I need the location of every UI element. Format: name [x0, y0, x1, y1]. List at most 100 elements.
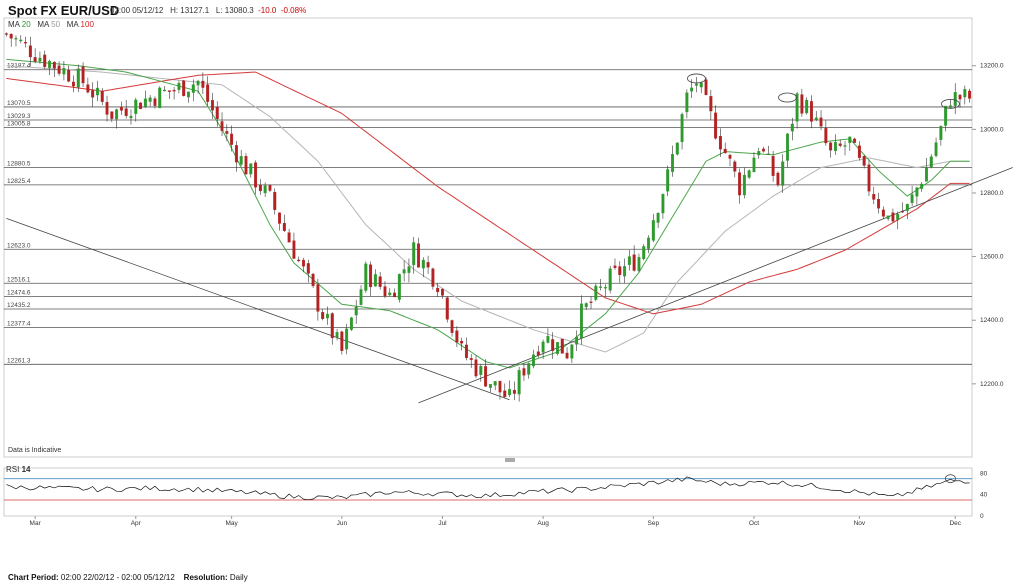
candle-body — [282, 222, 286, 231]
ma20-period: 20 — [21, 20, 31, 29]
candle-body — [383, 286, 387, 297]
candle — [335, 329, 339, 341]
price-tick-label: 12800.0 — [980, 190, 1004, 197]
candle-body — [220, 121, 224, 131]
candle — [838, 139, 842, 148]
candle — [67, 65, 71, 83]
candle-body — [752, 157, 756, 173]
resolution-label: Resolution: — [183, 573, 228, 582]
candle — [939, 125, 943, 146]
ma-legend: MA 20 MA 50 MA 100 — [8, 20, 94, 29]
candle — [167, 90, 171, 99]
candle — [560, 338, 564, 354]
price-tick-label: 12600.0 — [980, 254, 1004, 261]
candle — [565, 347, 569, 360]
candle-body — [925, 167, 928, 182]
candle-body — [230, 133, 234, 145]
candle — [853, 137, 857, 143]
candle-body — [167, 90, 171, 92]
highlight-circle — [941, 98, 960, 109]
candle — [790, 117, 794, 141]
candle — [819, 110, 823, 131]
candle-body — [565, 352, 569, 359]
candle-body — [445, 297, 449, 320]
candle-body — [584, 303, 588, 308]
candle — [148, 94, 152, 107]
candle — [829, 141, 833, 158]
candle — [210, 92, 214, 120]
candle-body — [766, 153, 770, 155]
support-resistance-levels: 13187.413070.513029.313005.812880.512825… — [4, 63, 972, 365]
candle-body — [215, 107, 219, 119]
candle — [158, 86, 162, 109]
rsi-tick-label: 0 — [980, 513, 984, 520]
candle — [570, 343, 574, 363]
candle — [603, 284, 607, 298]
candle — [786, 132, 789, 168]
candle-body — [694, 83, 698, 86]
candle-body — [292, 240, 296, 259]
candle — [278, 212, 282, 231]
candle — [91, 82, 95, 107]
candle-body — [651, 220, 655, 241]
candle — [795, 91, 799, 129]
candle-body — [407, 266, 411, 273]
candle-body — [62, 68, 66, 75]
candle — [968, 88, 972, 103]
ma50-line — [6, 65, 970, 353]
candle — [532, 349, 535, 369]
candle-body — [72, 81, 75, 87]
candle — [642, 244, 646, 261]
candle — [948, 99, 952, 109]
candle — [24, 36, 28, 48]
candle-body — [910, 194, 914, 203]
candle — [608, 265, 612, 294]
candle — [599, 279, 603, 291]
candle-body — [254, 162, 258, 188]
candle — [814, 111, 818, 122]
price-tick-label: 12200.0 — [980, 381, 1004, 388]
candle — [905, 203, 909, 220]
candle-body — [896, 214, 900, 220]
candle — [488, 384, 492, 392]
candle-body — [278, 212, 282, 224]
candle — [881, 206, 885, 219]
candle-body — [809, 101, 813, 122]
ma20-label: MA — [8, 20, 20, 29]
rsi-period: 14 — [21, 465, 31, 474]
candle — [119, 101, 123, 115]
candle-body — [297, 259, 301, 262]
candle-body — [273, 191, 277, 210]
price-tick-label: 12400.0 — [980, 317, 1004, 324]
candle-body — [488, 384, 492, 388]
candle-body — [838, 143, 842, 146]
level-label: 12261.3 — [7, 357, 31, 364]
candle-body — [886, 215, 890, 219]
candle-body — [311, 273, 315, 287]
candle — [805, 97, 809, 115]
candle — [258, 178, 262, 195]
candle — [877, 192, 881, 214]
level-label: 13070.5 — [7, 100, 31, 107]
candle-body — [685, 92, 689, 113]
candle-body — [364, 263, 368, 291]
candle — [52, 61, 56, 78]
candle-body — [474, 359, 478, 377]
candle — [187, 91, 190, 103]
candle-body — [905, 204, 909, 211]
candle — [762, 146, 766, 153]
candle-body — [460, 340, 464, 344]
level-label: 12623.0 — [7, 242, 31, 249]
candle — [637, 253, 641, 273]
candle-body — [43, 54, 47, 67]
level-label: 12435.2 — [7, 302, 31, 309]
candle-body — [805, 99, 809, 114]
candle — [589, 296, 593, 310]
candle-body — [4, 33, 8, 35]
candle-body — [354, 306, 358, 316]
candle — [393, 288, 397, 298]
scroll-handle[interactable] — [505, 458, 515, 462]
candle — [551, 332, 555, 359]
candle — [632, 245, 636, 272]
candle-body — [843, 145, 847, 147]
